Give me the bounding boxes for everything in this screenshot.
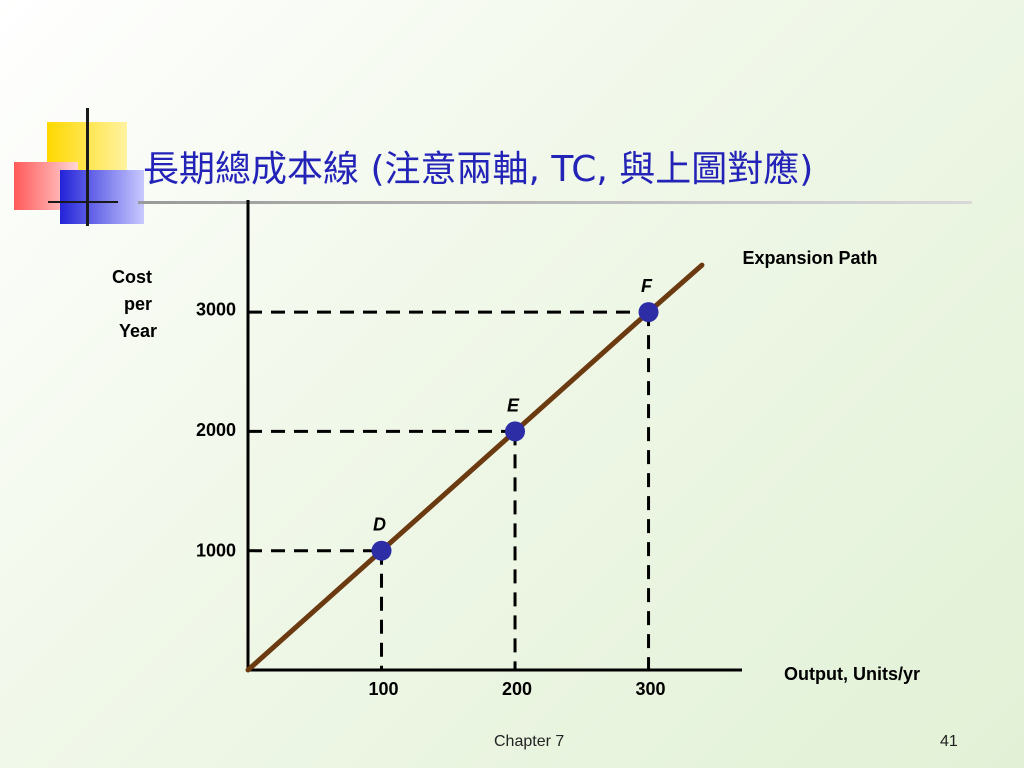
x-tick-label: 100 [368, 679, 398, 699]
y-tick-labels: 1000 2000 3000 [196, 299, 236, 560]
dashed-guides [248, 310, 651, 670]
x-tick-label: 300 [636, 679, 666, 699]
expansion-path-line [245, 262, 705, 673]
data-point-f [638, 302, 659, 323]
series-lines [245, 262, 705, 673]
x-axis-label: Output, Units/yr [784, 664, 920, 684]
slide-title: 長期總成本線 (注意兩軸, TC, 與上圖對應) [143, 149, 814, 190]
point-label-f: F [641, 276, 653, 296]
footer-page-number: 41 [940, 733, 958, 750]
y-axis-label: Cost per Year [112, 267, 157, 341]
point-label-d: D [373, 515, 386, 535]
series-label-expansion-path: Expansion Path [742, 248, 877, 268]
y-axis-label-line: per [124, 294, 152, 314]
decor-vertical-line [86, 108, 89, 226]
y-tick-label: 1000 [196, 540, 236, 560]
y-tick-label: 2000 [196, 420, 236, 440]
data-point-e [505, 421, 526, 442]
point-label-e: E [507, 395, 520, 415]
y-axis-label-line: Year [119, 321, 157, 341]
decor-horizontal-line [48, 201, 118, 203]
data-point-d [371, 540, 392, 561]
title-underline [138, 201, 972, 204]
footer-chapter: Chapter 7 [494, 733, 565, 750]
x-tick-labels: 100 200 300 [368, 679, 665, 699]
x-tick-label: 200 [502, 679, 532, 699]
y-axis-label-line: Cost [112, 267, 152, 287]
data-points: D E F [371, 276, 659, 561]
y-tick-label: 3000 [196, 299, 236, 319]
decor-blue-square [60, 170, 144, 224]
